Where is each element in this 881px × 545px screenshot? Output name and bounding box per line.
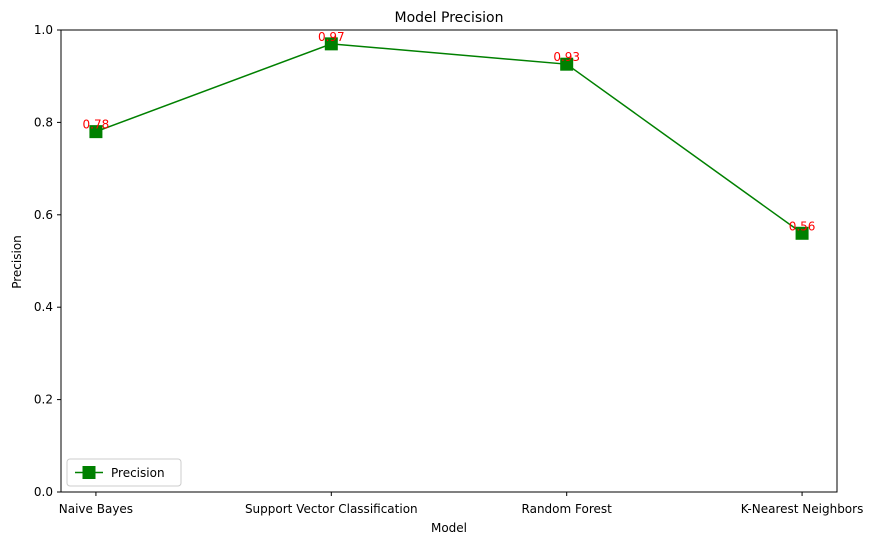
x-tick-label: Random Forest — [522, 502, 613, 516]
x-tick-label: K-Nearest Neighbors — [741, 502, 864, 516]
y-axis-label: Precision — [10, 235, 24, 289]
data-point-marker — [795, 226, 809, 240]
legend-marker — [82, 466, 96, 479]
x-tick-label: Naive Bayes — [59, 502, 133, 516]
data-point-marker — [560, 57, 574, 71]
data-label: 0.78 — [83, 118, 110, 132]
series-line — [95, 43, 803, 234]
x-axis-label: Model — [431, 521, 467, 535]
data-label: 0.97 — [318, 30, 345, 44]
plot-area: 0.0 0.2 0.4 0.6 0.8 1.0 Naive Bayes Support Vec… — [34, 23, 863, 516]
legend-box — [66, 458, 182, 487]
y-tick-label: 0.4 — [34, 300, 53, 314]
chart-title: Model Precision — [395, 10, 504, 26]
y-tick-label: 1.0 — [34, 23, 53, 37]
y-tick-label: 0.0 — [34, 485, 53, 499]
data-point-marker — [89, 125, 103, 139]
data-label: 0.56 — [789, 219, 816, 233]
data-point-marker — [324, 37, 338, 51]
plot-frame — [60, 29, 838, 493]
y-tick-label: 0.6 — [34, 208, 53, 222]
y-tick-label: 0.8 — [34, 115, 53, 129]
y-tick-label: 0.2 — [34, 393, 53, 407]
legend-label: Precision — [111, 466, 165, 480]
data-label: 0.93 — [553, 50, 580, 64]
x-tick-label: Support Vector Classification — [245, 502, 418, 516]
